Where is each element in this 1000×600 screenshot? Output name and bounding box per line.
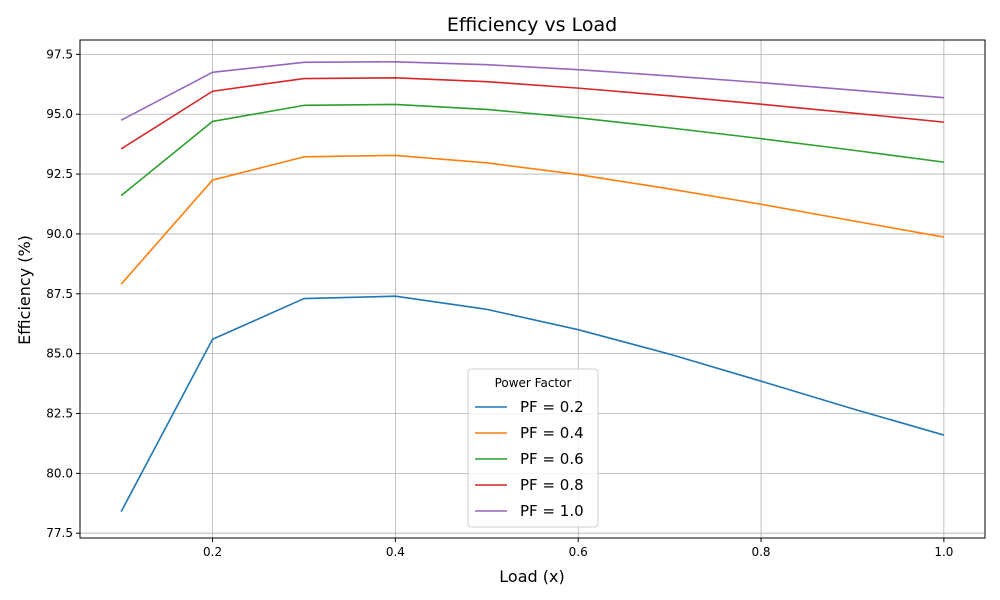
legend-label-2: PF = 0.4 (520, 424, 584, 442)
y-axis-ticks: 77.5 80.0 82.5 85.0 87.5 90.0 92.5 95.0 97.5 (46, 47, 80, 540)
x-axis-ticks: 0.2 0.4 0.6 0.8 1.0 (203, 538, 953, 559)
x-tick-label: 0.2 (203, 545, 222, 559)
legend: Power Factor PF = 0.2PF = 0.4PF = 0.6PF … (467, 368, 599, 528)
y-tick-label: 82.5 (46, 407, 73, 421)
y-axis-title: Efficiency (%) (15, 235, 34, 345)
series-line-5 (120, 60, 944, 121)
legend-label-1: PF = 0.2 (520, 398, 584, 416)
legend-items: PF = 0.2 PF = 0.4 PF = 0.6 PF = 0.8 PF = 1.0 (475, 398, 584, 520)
series-layer (120, 60, 945, 513)
legend-label-4: PF = 0.8 (520, 476, 584, 494)
legend-label-3: PF = 0.6 (520, 450, 584, 468)
x-tick-label: 0.8 (751, 545, 770, 559)
x-tick-label: 1.0 (934, 545, 953, 559)
series-line-4 (120, 77, 944, 150)
y-tick-label: 87.5 (46, 287, 73, 301)
chart-title: Efficiency vs Load (447, 14, 617, 36)
y-tick-label: 95.0 (46, 107, 73, 121)
y-tick-label: 85.0 (46, 347, 73, 361)
y-tick-label: 92.5 (46, 167, 73, 181)
legend-label-5: PF = 1.0 (520, 502, 584, 520)
x-axis-title: Load (x) (499, 567, 564, 586)
y-tick-label: 80.0 (46, 466, 73, 480)
y-tick-label: 90.0 (46, 227, 73, 241)
y-tick-label: 97.5 (46, 47, 73, 61)
x-tick-label: 0.6 (569, 545, 588, 559)
series-line-1 (120, 295, 945, 513)
y-tick-label: 77.5 (46, 526, 73, 540)
series-line-2 (120, 154, 945, 285)
x-tick-label: 0.4 (386, 545, 405, 559)
series-line-3 (120, 103, 944, 197)
plot-frame (79, 39, 986, 539)
grid (80, 40, 985, 538)
legend-title: Power Factor (495, 376, 572, 390)
legend-box (467, 368, 599, 528)
